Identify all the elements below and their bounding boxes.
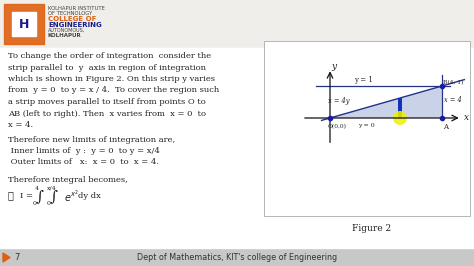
Text: 7: 7 xyxy=(14,252,19,261)
Text: y = 0: y = 0 xyxy=(358,123,375,128)
Text: 4: 4 xyxy=(35,186,39,191)
Bar xyxy=(0,0,474,48)
Text: x/4: x/4 xyxy=(47,186,57,191)
Text: Figure 2: Figure 2 xyxy=(353,224,392,233)
Bar xyxy=(0,248,474,266)
Text: A: A xyxy=(443,123,448,131)
Polygon shape xyxy=(330,86,442,118)
Text: ENGINEERING: ENGINEERING xyxy=(48,22,102,28)
Text: ∴: ∴ xyxy=(8,192,14,201)
Text: from  y = 0  to y = x / 4.  To cover the region such: from y = 0 to y = x / 4. To cover the re… xyxy=(8,86,219,94)
Text: $e^{x^2}$: $e^{x^2}$ xyxy=(64,188,79,203)
Text: strip parallel to  y  axis in region of integration: strip parallel to y axis in region of in… xyxy=(8,64,206,72)
Bar xyxy=(398,98,402,118)
Text: Dept of Mathematics, KIT's college of Engineering: Dept of Mathematics, KIT's college of En… xyxy=(137,252,337,261)
Text: x = 4y: x = 4y xyxy=(328,97,350,105)
Text: AB (left to right). Then  x varies from  x = 0  to: AB (left to right). Then x varies from x… xyxy=(8,110,206,118)
Text: AUTONOMOUS,: AUTONOMOUS, xyxy=(48,28,85,33)
Bar xyxy=(4,4,44,44)
Text: KOLHAPUR: KOLHAPUR xyxy=(48,33,82,38)
Text: O(0,0): O(0,0) xyxy=(328,124,347,129)
Text: x = 4: x = 4 xyxy=(444,96,462,104)
Text: 0: 0 xyxy=(33,201,37,206)
Bar xyxy=(0,48,474,248)
Text: COLLEGE OF: COLLEGE OF xyxy=(48,16,96,22)
Text: x: x xyxy=(465,113,470,122)
Text: y = 1: y = 1 xyxy=(354,76,373,84)
Text: B(4, 1): B(4, 1) xyxy=(443,80,464,85)
Text: ∫: ∫ xyxy=(50,189,58,203)
Bar xyxy=(12,12,36,36)
Text: I =: I = xyxy=(20,192,33,200)
Text: y: y xyxy=(331,62,336,71)
Text: Outer limits of   x:  x = 0  to  x = 4.: Outer limits of x: x = 0 to x = 4. xyxy=(8,159,159,167)
Text: which is shown in Figure 2. On this strip y varies: which is shown in Figure 2. On this stri… xyxy=(8,75,215,83)
Text: x = 4.: x = 4. xyxy=(8,121,33,129)
Text: a strip moves parallel to itself from points O to: a strip moves parallel to itself from po… xyxy=(8,98,206,106)
Text: 0: 0 xyxy=(47,201,51,206)
Text: Inner limits of  y :  y = 0  to y = x/4: Inner limits of y : y = 0 to y = x/4 xyxy=(8,147,160,155)
Text: Therefore integral becomes,: Therefore integral becomes, xyxy=(8,176,128,184)
Text: H: H xyxy=(19,18,29,31)
Text: Therefore new limits of integration are,: Therefore new limits of integration are, xyxy=(8,135,175,143)
Bar xyxy=(264,41,470,216)
Text: dy dx: dy dx xyxy=(78,192,101,200)
Text: ∫: ∫ xyxy=(36,189,44,203)
Circle shape xyxy=(393,111,407,125)
Text: To change the order of integration  consider the: To change the order of integration consi… xyxy=(8,52,211,60)
Polygon shape xyxy=(3,253,10,262)
Text: OF TECHNOLOGY: OF TECHNOLOGY xyxy=(48,11,92,16)
Text: KOLHAPUR INSTITUTE: KOLHAPUR INSTITUTE xyxy=(48,6,105,11)
